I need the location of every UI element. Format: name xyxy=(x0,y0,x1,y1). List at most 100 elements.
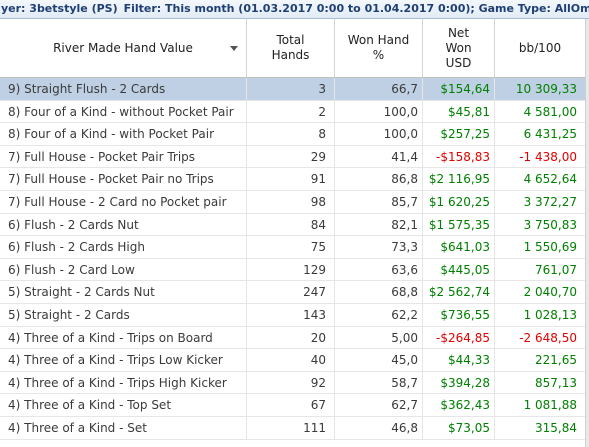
cell-total-hands: 247 xyxy=(247,281,335,304)
cell-hand-value: 5) Straight - 2 Cards Nut xyxy=(0,281,247,304)
cell-net-won-usd: $2 562,74 xyxy=(423,281,495,304)
cell-won-hand-pct: 100,0 xyxy=(335,123,423,146)
scrollbar[interactable] xyxy=(585,19,589,447)
cell-won-hand-pct: 63,6 xyxy=(335,258,423,281)
cell-total-hands: 3 xyxy=(247,78,335,100)
cell-total-hands: 8 xyxy=(247,123,335,146)
table-row[interactable]: 6) Flush - 2 Cards Nut 84 82,1 $1 575,35 3 7… xyxy=(0,213,589,237)
table-row[interactable]: 5) Straight - 2 Cards 143 62,2 $736,55 1 028… xyxy=(0,303,589,327)
cell-hand-value: 6) Flush - 2 Cards High xyxy=(0,236,247,259)
cell-hand-value: 4) Three of a Kind - Trips Low Kicker xyxy=(0,349,247,372)
table-row[interactable]: 4) Three of a Kind - Set 111 46,8 $73,05 315… xyxy=(0,416,589,440)
cell-total-hands: 98 xyxy=(247,190,335,213)
cell-net-won-usd: $1 575,35 xyxy=(423,213,495,236)
table-row[interactable]: 7) Full House - 2 Card no Pocket pair 98 8… xyxy=(0,190,589,214)
table-row[interactable]: 5) Straight - 2 Cards Nut 247 68,8 $2 562,7… xyxy=(0,281,589,304)
cell-won-hand-pct: 62,7 xyxy=(335,394,423,417)
cell-bb100: 761,07 xyxy=(495,258,586,281)
cell-bb100: 3 750,83 xyxy=(495,213,586,236)
column-header-label: Net Won USD xyxy=(445,25,472,70)
table-row[interactable]: 9) Straight Flush - 2 Cards 3 66,7 $154,64 1… xyxy=(0,78,589,101)
cell-net-won-usd: $45,81 xyxy=(423,100,495,123)
table-body: 9) Straight Flush - 2 Cards 3 66,7 $154,64 1… xyxy=(0,78,589,440)
cell-won-hand-pct: 86,8 xyxy=(335,168,423,191)
cell-hand-value: 8) Four of a Kind - without Pocket Pair xyxy=(0,100,247,123)
cell-bb100: 315,84 xyxy=(495,416,586,439)
cell-hand-value: 6) Flush - 2 Cards Nut xyxy=(0,213,247,236)
cell-bb100: 6 431,25 xyxy=(495,123,586,146)
column-header-river-made-hand[interactable]: River Made Hand Value xyxy=(0,19,247,77)
cell-bb100: 1 028,13 xyxy=(495,303,586,326)
table-row[interactable]: 4) Three of a Kind - Trips Low Kicker 40 4… xyxy=(0,349,589,372)
cell-total-hands: 40 xyxy=(247,349,335,372)
cell-bb100: 4 652,64 xyxy=(495,168,586,191)
table-row[interactable]: 7) Full House - Pocket Pair no Trips 91 86… xyxy=(0,168,589,191)
cell-net-won-usd: $2 116,95 xyxy=(423,168,495,191)
cell-bb100: -2 648,50 xyxy=(495,326,586,349)
cell-total-hands: 143 xyxy=(247,303,335,326)
cell-total-hands: 20 xyxy=(247,326,335,349)
cell-won-hand-pct: 58,7 xyxy=(335,371,423,394)
table-row[interactable]: 4) Three of a Kind - Trips High Kicker 92… xyxy=(0,371,589,395)
cell-won-hand-pct: 5,00 xyxy=(335,326,423,349)
cell-hand-value: 7) Full House - Pocket Pair no Trips xyxy=(0,168,247,191)
cell-net-won-usd: $736,55 xyxy=(423,303,495,326)
cell-bb100: 2 040,70 xyxy=(495,281,586,304)
cell-net-won-usd: $44,33 xyxy=(423,349,495,372)
table-row[interactable]: 8) Four of a Kind - without Pocket Pair 2… xyxy=(0,100,589,124)
cell-total-hands: 91 xyxy=(247,168,335,191)
column-header-total-hands[interactable]: Total Hands xyxy=(247,19,335,77)
cell-hand-value: 9) Straight Flush - 2 Cards xyxy=(0,78,247,100)
table-row[interactable]: 6) Flush - 2 Cards High 75 73,3 $641,03 1 55… xyxy=(0,236,589,259)
filter-bar: yer: 3betstyle (PS) Filter: This month (0… xyxy=(0,0,589,19)
cell-total-hands: 111 xyxy=(247,416,335,439)
cell-won-hand-pct: 45,0 xyxy=(335,349,423,372)
cell-won-hand-pct: 73,3 xyxy=(335,236,423,259)
table-row[interactable]: 6) Flush - 2 Card Low 129 63,6 $445,05 761,0… xyxy=(0,258,589,282)
cell-bb100: 3 372,27 xyxy=(495,190,586,213)
cell-net-won-usd: -$264,85 xyxy=(423,326,495,349)
cell-total-hands: 129 xyxy=(247,258,335,281)
cell-bb100: 1 550,69 xyxy=(495,236,586,259)
column-header-label: River Made Hand Value xyxy=(53,40,193,55)
cell-won-hand-pct: 85,7 xyxy=(335,190,423,213)
column-header-label: bb/100 xyxy=(518,40,562,55)
cell-won-hand-pct: 82,1 xyxy=(335,213,423,236)
cell-won-hand-pct: 100,0 xyxy=(335,100,423,123)
cell-bb100: 221,65 xyxy=(495,349,586,372)
cell-hand-value: 7) Full House - Pocket Pair Trips xyxy=(0,145,247,168)
cell-won-hand-pct: 62,2 xyxy=(335,303,423,326)
cell-hand-value: 4) Three of a Kind - Top Set xyxy=(0,394,247,417)
cell-net-won-usd: $362,43 xyxy=(423,394,495,417)
cell-hand-value: 6) Flush - 2 Card Low xyxy=(0,258,247,281)
cell-total-hands: 29 xyxy=(247,145,335,168)
column-header-label: Won Hand % xyxy=(347,33,410,62)
cell-bb100: 10 309,33 xyxy=(495,78,586,100)
chevron-down-icon[interactable] xyxy=(230,46,238,51)
column-header-bb100[interactable]: bb/100 xyxy=(495,19,586,77)
cell-net-won-usd: $1 620,25 xyxy=(423,190,495,213)
cell-won-hand-pct: 46,8 xyxy=(335,416,423,439)
table-row[interactable]: 7) Full House - Pocket Pair Trips 29 41,4-… xyxy=(0,145,589,169)
cell-net-won-usd: $257,25 xyxy=(423,123,495,146)
cell-net-won-usd: $394,28 xyxy=(423,371,495,394)
cell-bb100: 4 581,00 xyxy=(495,100,586,123)
cell-net-won-usd: $154,64 xyxy=(423,78,495,100)
cell-hand-value: 8) Four of a Kind - with Pocket Pair xyxy=(0,123,247,146)
cell-total-hands: 92 xyxy=(247,371,335,394)
cell-hand-value: 4) Three of a Kind - Trips on Board xyxy=(0,326,247,349)
cell-bb100: 1 081,88 xyxy=(495,394,586,417)
table-row[interactable]: 4) Three of a Kind - Top Set 67 62,7 $362,4… xyxy=(0,394,589,417)
table-row[interactable]: 4) Three of a Kind - Trips on Board 20 5,0… xyxy=(0,326,589,350)
table-row[interactable]: 8) Four of a Kind - with Pocket Pair 8 100… xyxy=(0,123,589,146)
column-header-won-hand-pct[interactable]: Won Hand % xyxy=(335,19,423,77)
cell-bb100: -1 438,00 xyxy=(495,145,586,168)
column-header-net-won-usd[interactable]: Net Won USD xyxy=(423,19,495,77)
cell-net-won-usd: $641,03 xyxy=(423,236,495,259)
column-header-label: Total Hands xyxy=(271,33,310,62)
cell-bb100: 857,13 xyxy=(495,371,586,394)
cell-hand-value: 4) Three of a Kind - Trips High Kicker xyxy=(0,371,247,394)
cell-total-hands: 75 xyxy=(247,236,335,259)
cell-net-won-usd: $73,05 xyxy=(423,416,495,439)
player-label: yer: 3betstyle (PS) xyxy=(1,2,118,15)
